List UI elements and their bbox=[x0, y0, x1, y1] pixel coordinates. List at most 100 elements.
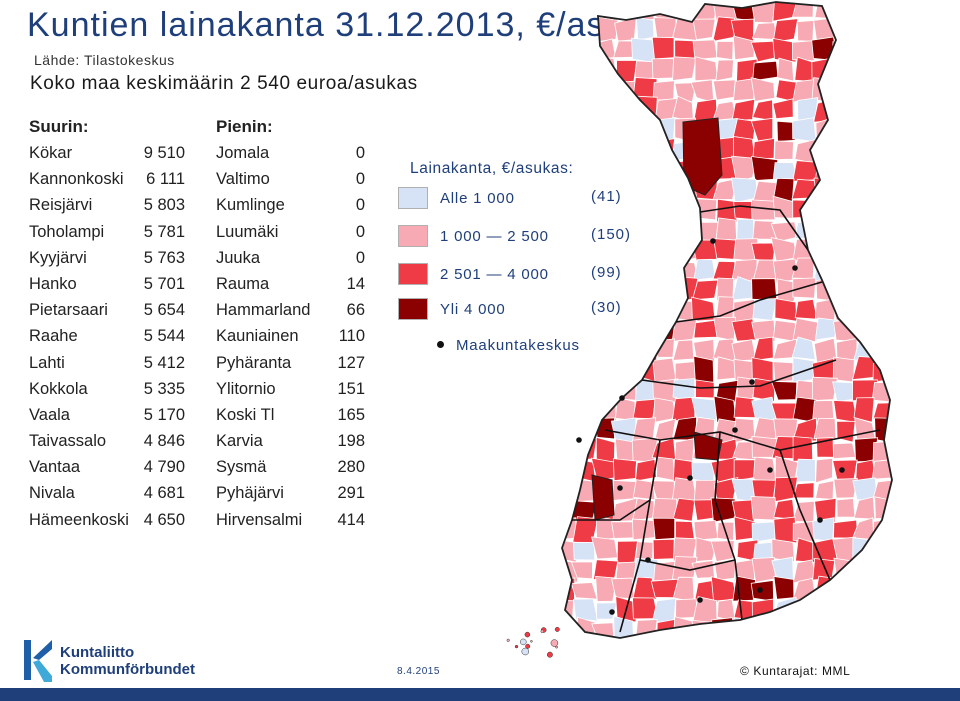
largest-row: Toholampi 5 781 bbox=[29, 219, 185, 245]
island-municipality bbox=[524, 631, 531, 638]
municipality-cell bbox=[611, 321, 637, 343]
largest-loan-value: 5 335 bbox=[143, 379, 185, 398]
municipality-cell bbox=[752, 456, 777, 484]
municipality-cell bbox=[732, 35, 756, 61]
municipality-cell bbox=[733, 136, 756, 160]
largest-loan-value: 5 170 bbox=[143, 405, 185, 424]
municipality-cell bbox=[772, 195, 798, 219]
municipality-cell bbox=[773, 498, 796, 521]
publication-date: 8.4.2015 bbox=[397, 666, 440, 677]
smallest-loan-value: 127 bbox=[337, 353, 365, 372]
municipality-cell bbox=[791, 336, 816, 361]
smallest-loan-value: 291 bbox=[337, 484, 365, 503]
municipality-cell bbox=[731, 636, 758, 638]
regional-center-marker bbox=[757, 587, 763, 593]
largest-row: Vaala 5 170 bbox=[29, 402, 185, 428]
municipality-cell bbox=[571, 358, 597, 381]
regional-center-marker bbox=[576, 437, 582, 443]
municipality-cell bbox=[774, 298, 798, 322]
smallest-row: Juuka 0 bbox=[216, 245, 365, 271]
municipality-cell bbox=[693, 520, 719, 541]
largest-row: Pietarsaari 5 654 bbox=[29, 297, 185, 323]
municipality-cell bbox=[562, 256, 579, 281]
municipality-cell bbox=[872, 357, 892, 383]
smallest-row: Hirvensalmi 414 bbox=[216, 507, 365, 533]
municipality-cell bbox=[653, 178, 676, 202]
municipality-cell bbox=[854, 576, 875, 601]
municipality-cell bbox=[871, 382, 892, 403]
regional-center-marker bbox=[617, 485, 623, 491]
municipality-cell bbox=[712, 260, 736, 281]
municipality-cell bbox=[812, 517, 835, 542]
municipality-cell bbox=[674, 361, 698, 382]
municipality-cell bbox=[562, 356, 574, 383]
municipality-cell bbox=[890, 58, 892, 81]
municipality-cell bbox=[872, 118, 892, 142]
municipality-cell bbox=[634, 217, 657, 241]
municipality-cell bbox=[792, 160, 818, 182]
municipality-cell bbox=[831, 58, 856, 81]
municipality-cell bbox=[562, 381, 579, 401]
municipality-cell bbox=[792, 436, 814, 462]
municipality-cell bbox=[894, 160, 918, 183]
largest-loan-value: 5 781 bbox=[143, 222, 185, 241]
municipality-cell bbox=[895, 621, 915, 641]
municipality-cell bbox=[833, 317, 856, 342]
regional-center-marker bbox=[687, 475, 693, 481]
municipality-cell bbox=[855, 619, 876, 638]
largest-row: Taivassalo 4 846 bbox=[29, 428, 185, 454]
municipality-cell bbox=[634, 296, 654, 324]
municipality-cell bbox=[852, 637, 878, 638]
municipality-cell bbox=[854, 139, 875, 161]
municipality-cell bbox=[833, 596, 856, 624]
municipality-cell bbox=[715, 379, 739, 403]
legend-count: (41) bbox=[591, 188, 622, 205]
municipality-cell bbox=[752, 99, 774, 122]
municipality-cell bbox=[792, 277, 817, 299]
municipality-cell bbox=[652, 538, 675, 560]
municipality-cell bbox=[895, 141, 915, 161]
municipality-cell bbox=[873, 137, 892, 164]
municipality-cell bbox=[815, 617, 838, 638]
smallest-row: Karvia 198 bbox=[216, 428, 365, 454]
municipality-cell bbox=[833, 400, 859, 424]
municipality-cell bbox=[655, 298, 678, 320]
largest-row: Kannonkoski 6 111 bbox=[29, 166, 185, 192]
municipality-cell bbox=[650, 637, 677, 638]
municipality-cell bbox=[562, 118, 579, 140]
municipality-cell bbox=[715, 59, 734, 82]
legend-label: 1 000 — 2 500 bbox=[440, 228, 549, 245]
municipality-cell bbox=[814, 136, 837, 161]
municipality-cell bbox=[872, 237, 892, 262]
island-municipality bbox=[520, 638, 527, 646]
municipality-cell bbox=[894, 181, 918, 203]
municipality-cell bbox=[893, 0, 915, 20]
smallest-loan-value: 414 bbox=[337, 510, 365, 529]
municipality-cell bbox=[631, 277, 656, 303]
municipality-cell bbox=[832, 277, 858, 302]
municipality-cell bbox=[851, 196, 878, 222]
municipality-cell bbox=[733, 396, 757, 419]
municipality-cell bbox=[832, 442, 857, 460]
municipality-cell bbox=[713, 316, 737, 342]
municipality-cell bbox=[836, 420, 856, 443]
municipality-cell bbox=[570, 417, 597, 444]
municipality-cell bbox=[562, 2, 576, 23]
smallest-row: Koski Tl 165 bbox=[216, 402, 365, 428]
largest-list: Suurin: Kökar 9 510 Kannonkoski 6 111 Reisjä… bbox=[29, 114, 185, 533]
largest-loan-value: 5 544 bbox=[143, 327, 185, 346]
largest-municipality-name: Taivassalo bbox=[29, 432, 107, 451]
smallest-loan-value: 0 bbox=[355, 222, 365, 241]
municipality-cell bbox=[652, 357, 677, 383]
municipality-cell bbox=[610, 355, 638, 382]
municipality-cell bbox=[651, 598, 677, 623]
municipality-cell bbox=[791, 40, 816, 62]
municipality-cell bbox=[575, 37, 598, 63]
largest-municipality-name: Kökar bbox=[29, 144, 73, 162]
municipality-cell bbox=[873, 97, 892, 119]
source-note: Lähde: Tilastokeskus bbox=[34, 52, 175, 68]
municipality-cell bbox=[873, 180, 892, 203]
municipality-cell bbox=[692, 39, 718, 60]
municipality-cell bbox=[654, 257, 675, 282]
smallest-loan-value: 0 bbox=[355, 196, 365, 215]
